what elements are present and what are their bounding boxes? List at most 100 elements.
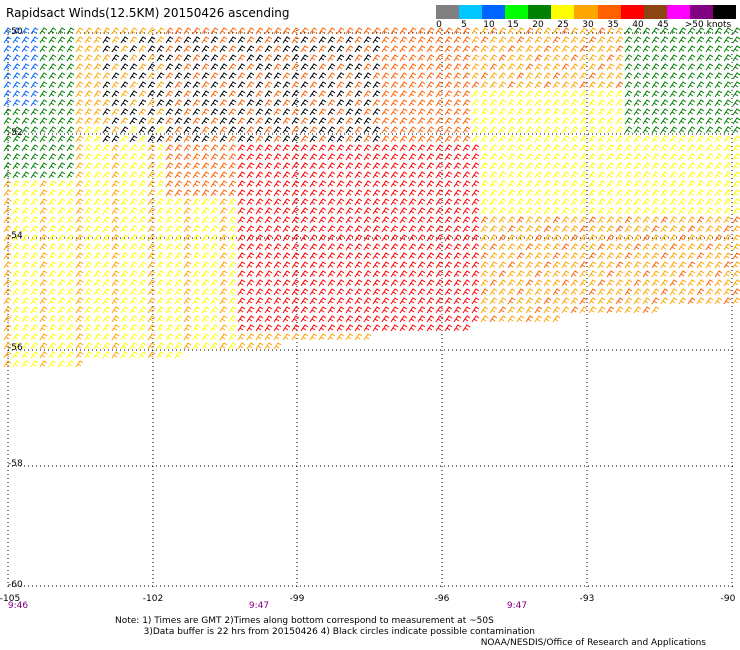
- wind-barb: [264, 189, 273, 197]
- wind-barb: [534, 135, 543, 143]
- wind-barb: [597, 117, 606, 125]
- wind-barb: [336, 72, 345, 80]
- wind-barb: [219, 81, 228, 89]
- wind-barb: [120, 153, 129, 161]
- wind-barb: [138, 207, 147, 215]
- wind-barb: [651, 126, 660, 134]
- wind-barb: [309, 36, 318, 44]
- wind-barb: [48, 360, 57, 368]
- wind-barb: [552, 36, 561, 44]
- wind-barb: [435, 216, 444, 224]
- wind-barb: [255, 315, 264, 323]
- wind-barb: [660, 234, 669, 242]
- wind-barb: [255, 63, 264, 71]
- wind-barb: [255, 180, 264, 188]
- wind-barb: [111, 243, 120, 251]
- wind-barb: [669, 144, 678, 152]
- wind-barb: [606, 234, 615, 242]
- wind-barb: [660, 126, 669, 134]
- wind-barb: [3, 189, 12, 197]
- wind-barb: [426, 144, 435, 152]
- wind-barb: [687, 207, 696, 215]
- wind-barb: [534, 63, 543, 71]
- wind-barb: [327, 270, 336, 278]
- wind-barb: [579, 144, 588, 152]
- wind-barb: [480, 135, 489, 143]
- wind-barb: [174, 225, 183, 233]
- wind-barb: [372, 189, 381, 197]
- wind-barb: [408, 315, 417, 323]
- wind-barb: [498, 54, 507, 62]
- wind-barb: [12, 261, 21, 269]
- wind-barb: [102, 27, 111, 35]
- wind-barb: [264, 36, 273, 44]
- wind-barb: [48, 81, 57, 89]
- wind-barb: [399, 297, 408, 305]
- wind-barb: [84, 351, 93, 359]
- wind-barb: [129, 351, 138, 359]
- wind-barb: [183, 36, 192, 44]
- wind-barb: [156, 207, 165, 215]
- wind-barb: [147, 135, 156, 143]
- wind-barb: [363, 171, 372, 179]
- wind-barb: [417, 108, 426, 116]
- wind-barb: [210, 36, 219, 44]
- wind-barb: [606, 117, 615, 125]
- wind-barb: [237, 36, 246, 44]
- wind-barb: [12, 360, 21, 368]
- wind-barb: [498, 63, 507, 71]
- wind-barb: [714, 261, 723, 269]
- wind-barb: [480, 63, 489, 71]
- wind-barb: [273, 45, 282, 53]
- wind-barb: [660, 153, 669, 161]
- wind-barb: [93, 45, 102, 53]
- wind-barb: [66, 153, 75, 161]
- legend-swatch: [574, 5, 599, 19]
- wind-barb: [48, 36, 57, 44]
- wind-barb: [588, 108, 597, 116]
- wind-barb: [318, 198, 327, 206]
- wind-barb: [678, 171, 687, 179]
- wind-barb: [732, 63, 740, 71]
- wind-barb: [381, 108, 390, 116]
- wind-barb: [543, 144, 552, 152]
- wind-barb: [102, 189, 111, 197]
- wind-barb: [48, 153, 57, 161]
- wind-barb: [210, 162, 219, 170]
- wind-barb: [3, 180, 12, 188]
- wind-barb: [354, 288, 363, 296]
- wind-barb: [300, 162, 309, 170]
- wind-barb: [237, 261, 246, 269]
- wind-barb: [597, 126, 606, 134]
- wind-barb: [102, 306, 111, 314]
- wind-barb: [75, 81, 84, 89]
- wind-barb: [363, 315, 372, 323]
- wind-barb: [381, 36, 390, 44]
- wind-barb: [732, 135, 740, 143]
- wind-barb: [273, 270, 282, 278]
- wind-barb: [633, 216, 642, 224]
- wind-barb: [291, 90, 300, 98]
- wind-barb: [111, 81, 120, 89]
- wind-barb: [597, 270, 606, 278]
- wind-barb: [678, 216, 687, 224]
- wind-barb: [327, 333, 336, 341]
- wind-barb: [165, 306, 174, 314]
- wind-barb: [507, 72, 516, 80]
- wind-barb: [579, 162, 588, 170]
- wind-barb: [660, 36, 669, 44]
- wind-barb: [84, 135, 93, 143]
- wind-barb: [264, 324, 273, 332]
- wind-barb: [669, 54, 678, 62]
- wind-barb: [12, 216, 21, 224]
- wind-barb: [723, 288, 732, 296]
- wind-barb: [696, 81, 705, 89]
- wind-barb: [489, 36, 498, 44]
- wind-barb: [543, 135, 552, 143]
- wind-barb: [435, 36, 444, 44]
- wind-barb: [660, 63, 669, 71]
- wind-barb: [597, 171, 606, 179]
- wind-barb: [696, 171, 705, 179]
- wind-barb: [714, 225, 723, 233]
- wind-barb: [381, 324, 390, 332]
